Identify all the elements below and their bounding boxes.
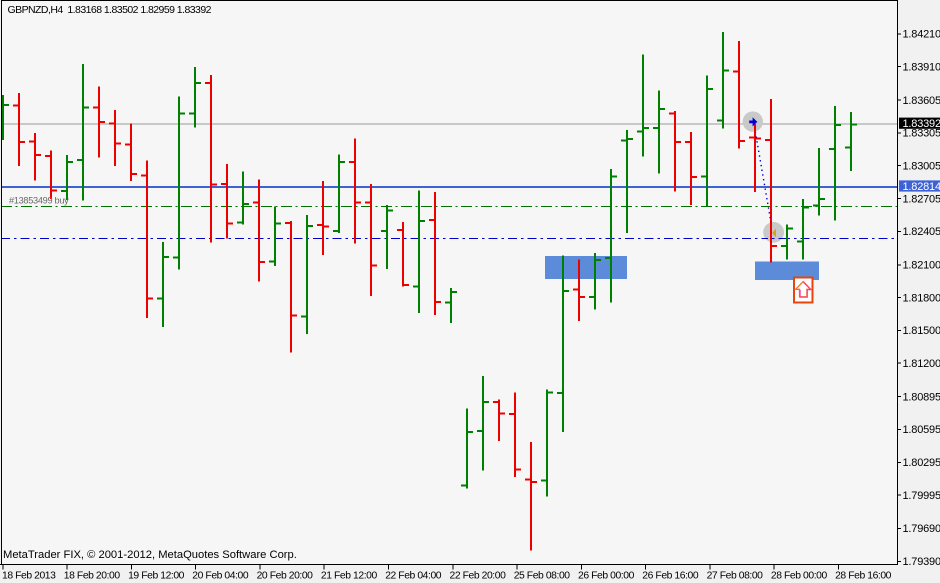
svg-text:1.83005: 1.83005	[903, 161, 940, 173]
svg-text:27 Feb 08:00: 27 Feb 08:00	[707, 571, 764, 582]
svg-text:28 Feb 16:00: 28 Feb 16:00	[835, 571, 892, 582]
svg-text:1.79390: 1.79390	[903, 556, 940, 568]
svg-text:1.80895: 1.80895	[903, 391, 940, 403]
svg-text:1.81200: 1.81200	[903, 358, 940, 370]
svg-text:1.82814: 1.82814	[903, 181, 940, 193]
svg-text:1.80295: 1.80295	[903, 457, 940, 469]
svg-text:1.79995: 1.79995	[903, 490, 940, 502]
svg-text:26 Feb 00:00: 26 Feb 00:00	[578, 571, 635, 582]
svg-text:25 Feb 08:00: 25 Feb 08:00	[514, 571, 571, 582]
svg-text:1.83392: 1.83392	[903, 118, 940, 130]
svg-text:1.83605: 1.83605	[903, 95, 940, 107]
svg-text:1.80595: 1.80595	[903, 424, 940, 436]
svg-text:1.82705: 1.82705	[903, 193, 940, 205]
svg-text:1.81500: 1.81500	[903, 325, 940, 337]
svg-text:1.82405: 1.82405	[903, 226, 940, 238]
svg-text:21 Feb 12:00: 21 Feb 12:00	[321, 571, 378, 582]
svg-text:19 Feb 12:00: 19 Feb 12:00	[128, 571, 185, 582]
svg-text:#13853499 buy: #13853499 buy	[9, 196, 69, 206]
svg-text:18 Feb 2013: 18 Feb 2013	[2, 571, 56, 582]
svg-text:GBPNZD,H4 1.83168 1.83502 1.8: GBPNZD,H4 1.83168 1.83502 1.82959 1.8339…	[8, 4, 212, 16]
svg-text:26 Feb 16:00: 26 Feb 16:00	[642, 571, 699, 582]
svg-text:1.82100: 1.82100	[903, 260, 940, 272]
svg-text:20 Feb 20:00: 20 Feb 20:00	[257, 571, 314, 582]
svg-text:1.83305: 1.83305	[903, 128, 940, 140]
svg-text:MetaTrader FIX, © 2001-2012, M: MetaTrader FIX, © 2001-2012, MetaQuotes …	[3, 549, 297, 561]
svg-text:18 Feb 20:00: 18 Feb 20:00	[64, 571, 121, 582]
svg-text:22 Feb 04:00: 22 Feb 04:00	[385, 571, 442, 582]
svg-text:20 Feb 04:00: 20 Feb 04:00	[192, 571, 249, 582]
svg-text:1.79690: 1.79690	[903, 523, 940, 535]
svg-text:28 Feb 00:00: 28 Feb 00:00	[771, 571, 828, 582]
svg-text:1.83910: 1.83910	[903, 62, 940, 74]
svg-text:1.81800: 1.81800	[903, 292, 940, 304]
svg-text:1.84210: 1.84210	[903, 29, 940, 41]
svg-text:22 Feb 20:00: 22 Feb 20:00	[450, 571, 507, 582]
